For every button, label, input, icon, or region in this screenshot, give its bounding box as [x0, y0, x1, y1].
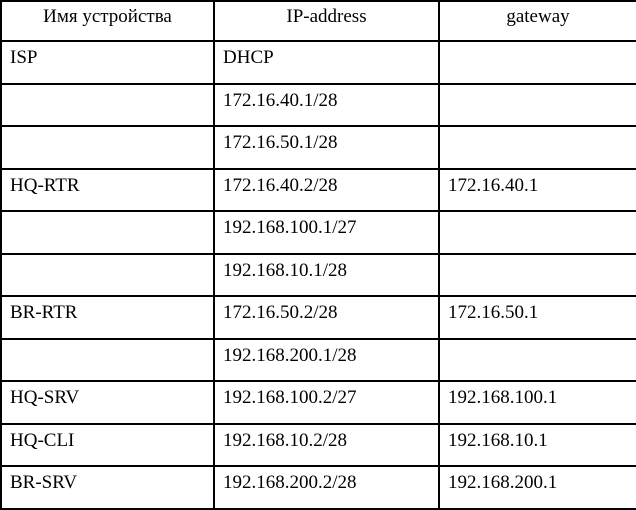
ip-address-cell: 172.16.50.2/28 — [213, 295, 440, 340]
gateway-cell: 172.16.40.1 — [438, 167, 636, 213]
ip-address-cell: 192.168.10.1/28 — [213, 252, 440, 298]
gateway-cell — [438, 125, 636, 170]
table-row: 192.168.100.1/27 — [0, 210, 636, 255]
device-name-cell: HQ-SRV — [0, 380, 215, 425]
device-name-cell — [0, 210, 215, 255]
device-name-cell: ISP — [0, 40, 215, 85]
ip-address-cell: 192.168.100.1/27 — [213, 210, 440, 255]
gateway-cell: 192.168.100.1 — [438, 380, 636, 425]
header-gateway: gateway — [438, 0, 636, 42]
ip-address-cell: 172.16.50.1/28 — [213, 125, 440, 170]
table-row: HQ-RTR 172.16.40.2/28 172.16.40.1 — [0, 167, 636, 213]
table-row: 192.168.10.1/28 — [0, 252, 636, 298]
gateway-cell — [438, 337, 636, 383]
table-row: BR-SRV 192.168.200.2/28 192.168.200.1 — [0, 465, 636, 510]
gateway-cell: 172.16.50.1 — [438, 295, 636, 340]
device-name-cell: BR-SRV — [0, 465, 215, 510]
table-row: HQ-SRV 192.168.100.2/27 192.168.100.1 — [0, 380, 636, 425]
table-row: BR-RTR 172.16.50.2/28 172.16.50.1 — [0, 295, 636, 340]
ip-address-cell: 172.16.40.2/28 — [213, 167, 440, 213]
device-name-cell — [0, 125, 215, 170]
gateway-cell — [438, 40, 636, 85]
ip-address-cell: 192.168.200.1/28 — [213, 337, 440, 383]
table-row: 172.16.50.1/28 — [0, 125, 636, 170]
ip-address-cell: 172.16.40.1/28 — [213, 82, 440, 128]
ip-address-cell: 192.168.200.2/28 — [213, 465, 440, 510]
ip-address-cell: DHCP — [213, 40, 440, 85]
table-row: ISP DHCP — [0, 40, 636, 85]
device-name-cell — [0, 252, 215, 298]
gateway-cell — [438, 210, 636, 255]
device-name-cell: HQ-CLI — [0, 422, 215, 468]
table-row: 172.16.40.1/28 — [0, 82, 636, 128]
ip-address-cell: 192.168.10.2/28 — [213, 422, 440, 468]
device-name-cell — [0, 82, 215, 128]
header-device-name: Имя устройства — [0, 0, 215, 42]
table-row: HQ-CLI 192.168.10.2/28 192.168.10.1 — [0, 422, 636, 468]
device-name-cell — [0, 337, 215, 383]
device-name-cell: HQ-RTR — [0, 167, 215, 213]
gateway-cell: 192.168.200.1 — [438, 465, 636, 510]
header-ip-address: IP-address — [213, 0, 440, 42]
gateway-cell: 192.168.10.1 — [438, 422, 636, 468]
gateway-cell — [438, 82, 636, 128]
table-header-row: Имя устройства IP-address gateway — [0, 0, 636, 42]
device-name-cell: BR-RTR — [0, 295, 215, 340]
table-row: 192.168.200.1/28 — [0, 337, 636, 383]
gateway-cell — [438, 252, 636, 298]
ip-address-cell: 192.168.100.2/27 — [213, 380, 440, 425]
